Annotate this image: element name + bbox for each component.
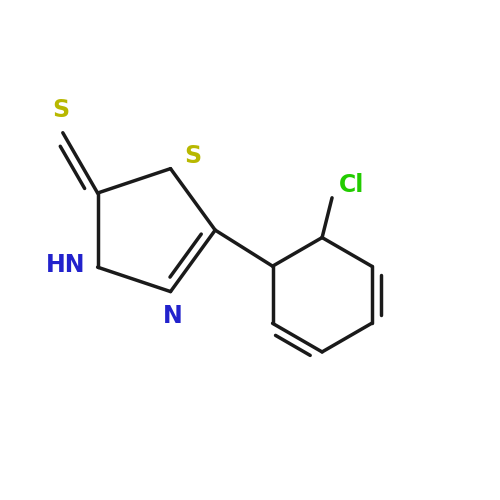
Text: HN: HN <box>46 252 85 276</box>
Text: S: S <box>184 144 202 168</box>
Text: S: S <box>52 98 69 122</box>
Text: Cl: Cl <box>339 174 364 198</box>
Text: N: N <box>163 304 183 328</box>
